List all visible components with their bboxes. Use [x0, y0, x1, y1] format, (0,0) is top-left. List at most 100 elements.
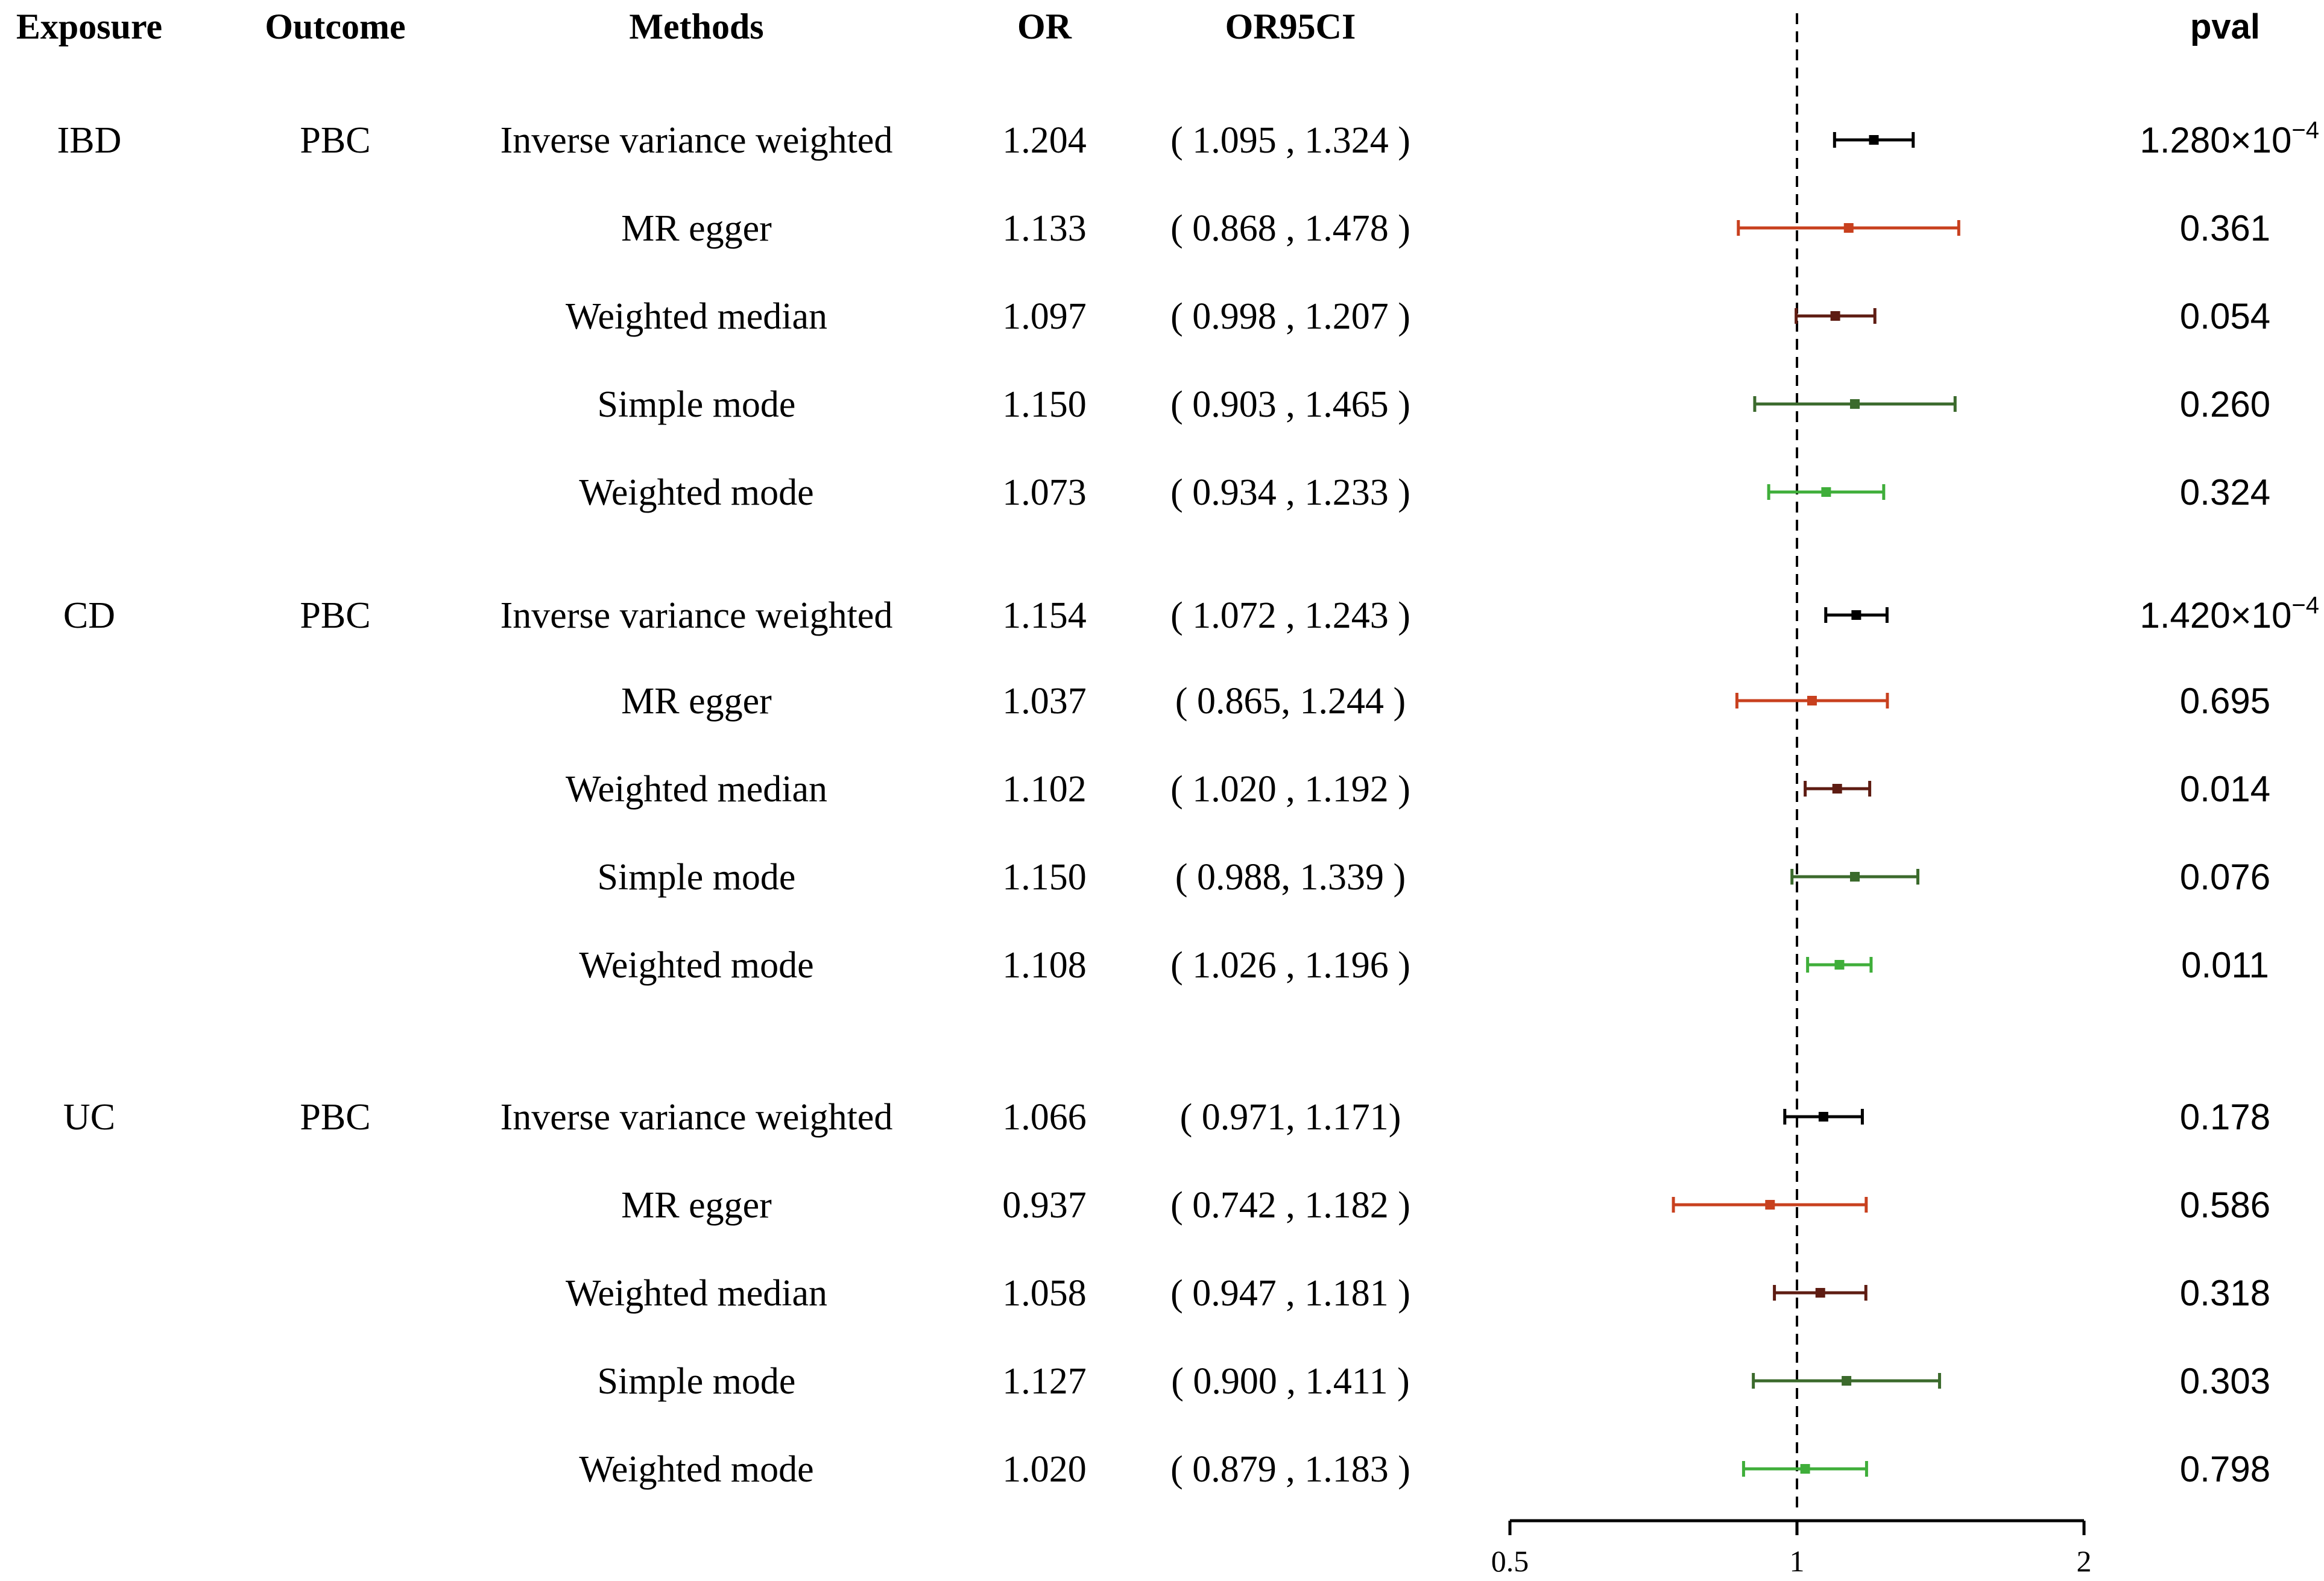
exposure-label: CD [63, 595, 115, 636]
method-label: Weighted mode [579, 1449, 813, 1490]
pval-value: 0.011 [2181, 945, 2269, 985]
point-estimate [1849, 872, 1860, 882]
pval-value: 0.076 [2180, 857, 2270, 897]
method-label: Simple mode [598, 1361, 796, 1402]
or-value: 1.127 [1002, 1361, 1087, 1402]
or-value: 1.097 [1002, 296, 1087, 337]
forest-row: MR egger 1.133 ( 0.868 , 1.478 ) 0.361 [621, 208, 2270, 249]
or95ci-value: ( 0.934 , 1.233 ) [1170, 472, 1410, 513]
header-methods: Methods [629, 7, 763, 46]
x-tick-label: 0.5 [1491, 1544, 1529, 1578]
header-pval: pval [2190, 7, 2260, 46]
or-value: 1.066 [1002, 1097, 1087, 1138]
outcome-label: PBC [300, 120, 370, 161]
pval-mantissa: 1.420×10 [2139, 595, 2291, 636]
forest-row: Weighted median 1.102 ( 1.020 , 1.192 ) 0.0… [566, 769, 2270, 810]
group-cd: CD PBC Inverse variance weighted 1.154 ( 1.0… [63, 592, 2319, 986]
forest-row: Weighted median 1.058 ( 0.947 , 1.181 ) 0.3… [566, 1273, 2270, 1314]
method-label: MR egger [621, 208, 772, 249]
pval-exponent: −4 [2291, 592, 2319, 619]
method-label: Simple mode [598, 857, 796, 898]
or-value: 1.037 [1002, 681, 1087, 722]
or-value: 1.020 [1002, 1449, 1087, 1490]
forest-row: Weighted mode 1.108 ( 1.026 , 1.196 ) 0.011 [579, 945, 2269, 986]
point-estimate [1842, 1376, 1852, 1386]
or95ci-value: ( 0.879 , 1.183 ) [1170, 1449, 1410, 1490]
method-label: Weighted mode [579, 945, 813, 986]
forest-row: Inverse variance weighted 1.154 ( 1.072 , … [500, 592, 2319, 636]
forest-row: MR egger 0.937 ( 0.742 , 1.182 ) 0.586 [621, 1185, 2270, 1226]
x-tick-label: 2 [2077, 1544, 2092, 1578]
forest-row: Simple mode 1.150 ( 0.988, 1.339 ) 0.076 [598, 857, 2271, 898]
exposure-label: UC [63, 1097, 115, 1138]
point-estimate [1869, 135, 1879, 145]
forest-row: Simple mode 1.127 ( 0.900 , 1.411 ) 0.303 [598, 1361, 2271, 1402]
point-estimate [1815, 1288, 1825, 1298]
header-or: OR [1017, 7, 1072, 46]
point-estimate [1843, 223, 1854, 233]
or-value: 1.102 [1002, 769, 1087, 810]
or-value: 1.150 [1002, 857, 1087, 898]
point-estimate [1821, 487, 1831, 497]
forest-row: Inverse variance weighted 1.066 ( 0.971, 1… [500, 1097, 2270, 1138]
point-estimate [1830, 311, 1840, 321]
or-value: 1.073 [1002, 472, 1087, 513]
pval-value: 1.280×10−4 [2139, 117, 2319, 160]
forest-row: MR egger 1.037 ( 0.865, 1.244 ) 0.695 [621, 681, 2270, 722]
forest-row: Simple mode 1.150 ( 0.903 , 1.465 ) 0.260 [598, 384, 2271, 425]
outcome-label: PBC [300, 595, 370, 636]
or-value: 1.204 [1002, 120, 1087, 161]
pval-value: 0.014 [2180, 769, 2270, 809]
forest-row: Inverse variance weighted 1.204 ( 1.095 , … [500, 117, 2319, 161]
x-axis: 0.5 1 2 [1491, 1519, 2092, 1578]
or95ci-value: ( 1.095 , 1.324 ) [1170, 120, 1410, 161]
point-estimate [1834, 960, 1845, 970]
method-label: Weighted median [566, 296, 827, 337]
point-estimate [1807, 696, 1817, 705]
forest-row: Weighted mode 1.020 ( 0.879 , 1.183 ) 0.798 [579, 1449, 2270, 1490]
point-estimate [1832, 784, 1842, 794]
pval-value: 0.798 [2180, 1449, 2270, 1489]
or95ci-value: ( 0.903 , 1.465 ) [1170, 384, 1410, 425]
pval-value: 0.324 [2180, 472, 2270, 513]
point-estimate [1818, 1112, 1828, 1122]
pval-value: 0.361 [2180, 208, 2270, 248]
or95ci-value: ( 0.865, 1.244 ) [1175, 681, 1406, 722]
method-label: MR egger [621, 1185, 772, 1226]
header-exposure: Exposure [16, 7, 162, 46]
forest-row: Weighted mode 1.073 ( 0.934 , 1.233 ) 0.324 [579, 472, 2270, 513]
or-value: 1.058 [1002, 1273, 1087, 1314]
group-uc: UC PBC Inverse variance weighted 1.066 ( 0.9… [63, 1097, 2270, 1490]
pval-exponent: −4 [2291, 117, 2319, 144]
pval-value: 0.260 [2180, 384, 2270, 424]
pval-value: 1.420×10−4 [2139, 592, 2319, 636]
pval-value: 0.318 [2180, 1273, 2270, 1313]
or95ci-value: ( 0.947 , 1.181 ) [1170, 1273, 1410, 1314]
or95ci-value: ( 0.998 , 1.207 ) [1170, 296, 1410, 337]
or95ci-value: ( 0.988, 1.339 ) [1175, 857, 1406, 898]
method-label: MR egger [621, 681, 772, 722]
method-label: Inverse variance weighted [500, 1097, 893, 1138]
point-estimate [1851, 610, 1861, 620]
method-label: Weighted median [566, 769, 827, 810]
or95ci-value: ( 1.026 , 1.196 ) [1170, 945, 1410, 986]
method-label: Simple mode [598, 384, 796, 425]
or-value: 1.154 [1002, 595, 1087, 636]
or95ci-value: ( 0.900 , 1.411 ) [1171, 1361, 1410, 1402]
forest-rows: IBD PBC Inverse variance weighted 1.204 ( 1.… [57, 117, 2319, 1490]
forest-row: Weighted median 1.097 ( 0.998 , 1.207 ) 0.0… [566, 296, 2270, 337]
method-label: Inverse variance weighted [500, 595, 893, 636]
method-label: Weighted mode [579, 472, 813, 513]
outcome-label: PBC [300, 1097, 370, 1138]
pval-value: 0.586 [2180, 1185, 2270, 1225]
or95ci-value: ( 0.742 , 1.182 ) [1170, 1185, 1410, 1226]
point-estimate [1849, 399, 1860, 409]
or95ci-value: ( 0.971, 1.171) [1180, 1097, 1401, 1138]
header-outcome: Outcome [265, 7, 405, 46]
pval-value: 0.303 [2180, 1361, 2270, 1401]
or-value: 0.937 [1002, 1185, 1087, 1226]
point-estimate [1765, 1200, 1775, 1210]
or95ci-value: ( 0.868 , 1.478 ) [1170, 208, 1410, 249]
